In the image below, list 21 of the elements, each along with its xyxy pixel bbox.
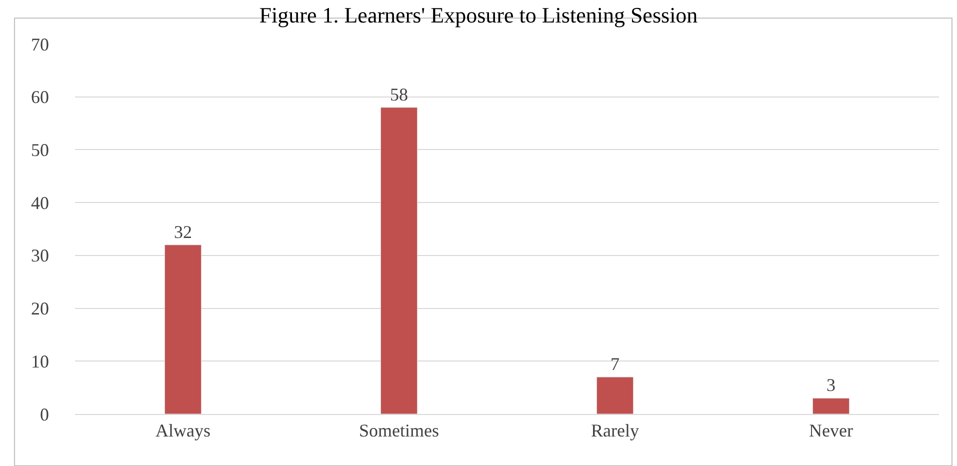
y-tick-label: 30: [31, 246, 49, 266]
y-tick-label: 0: [40, 404, 49, 424]
y-tick-label: 70: [31, 34, 49, 54]
x-tick-label: Always: [156, 420, 210, 441]
y-tick-label: 50: [31, 140, 49, 160]
y-tick-label: 40: [31, 192, 49, 213]
data-label: 7: [610, 354, 620, 374]
x-tick-label: Never: [809, 420, 853, 441]
data-label: 3: [826, 375, 836, 396]
bar: [596, 376, 634, 414]
x-tick-label: Rarely: [591, 420, 639, 441]
y-tick-label: 20: [31, 298, 49, 319]
y-tick-label: 60: [31, 87, 49, 108]
bar: [164, 244, 202, 414]
data-label: 32: [174, 222, 192, 242]
bar: [380, 107, 418, 414]
data-label: 58: [390, 84, 408, 104]
x-tick-label: Sometimes: [359, 420, 439, 441]
chart-title: Figure 1. Learners' Exposure to Listening Session: [259, 2, 698, 28]
bar: [812, 398, 850, 414]
y-tick-label: 10: [31, 351, 49, 372]
